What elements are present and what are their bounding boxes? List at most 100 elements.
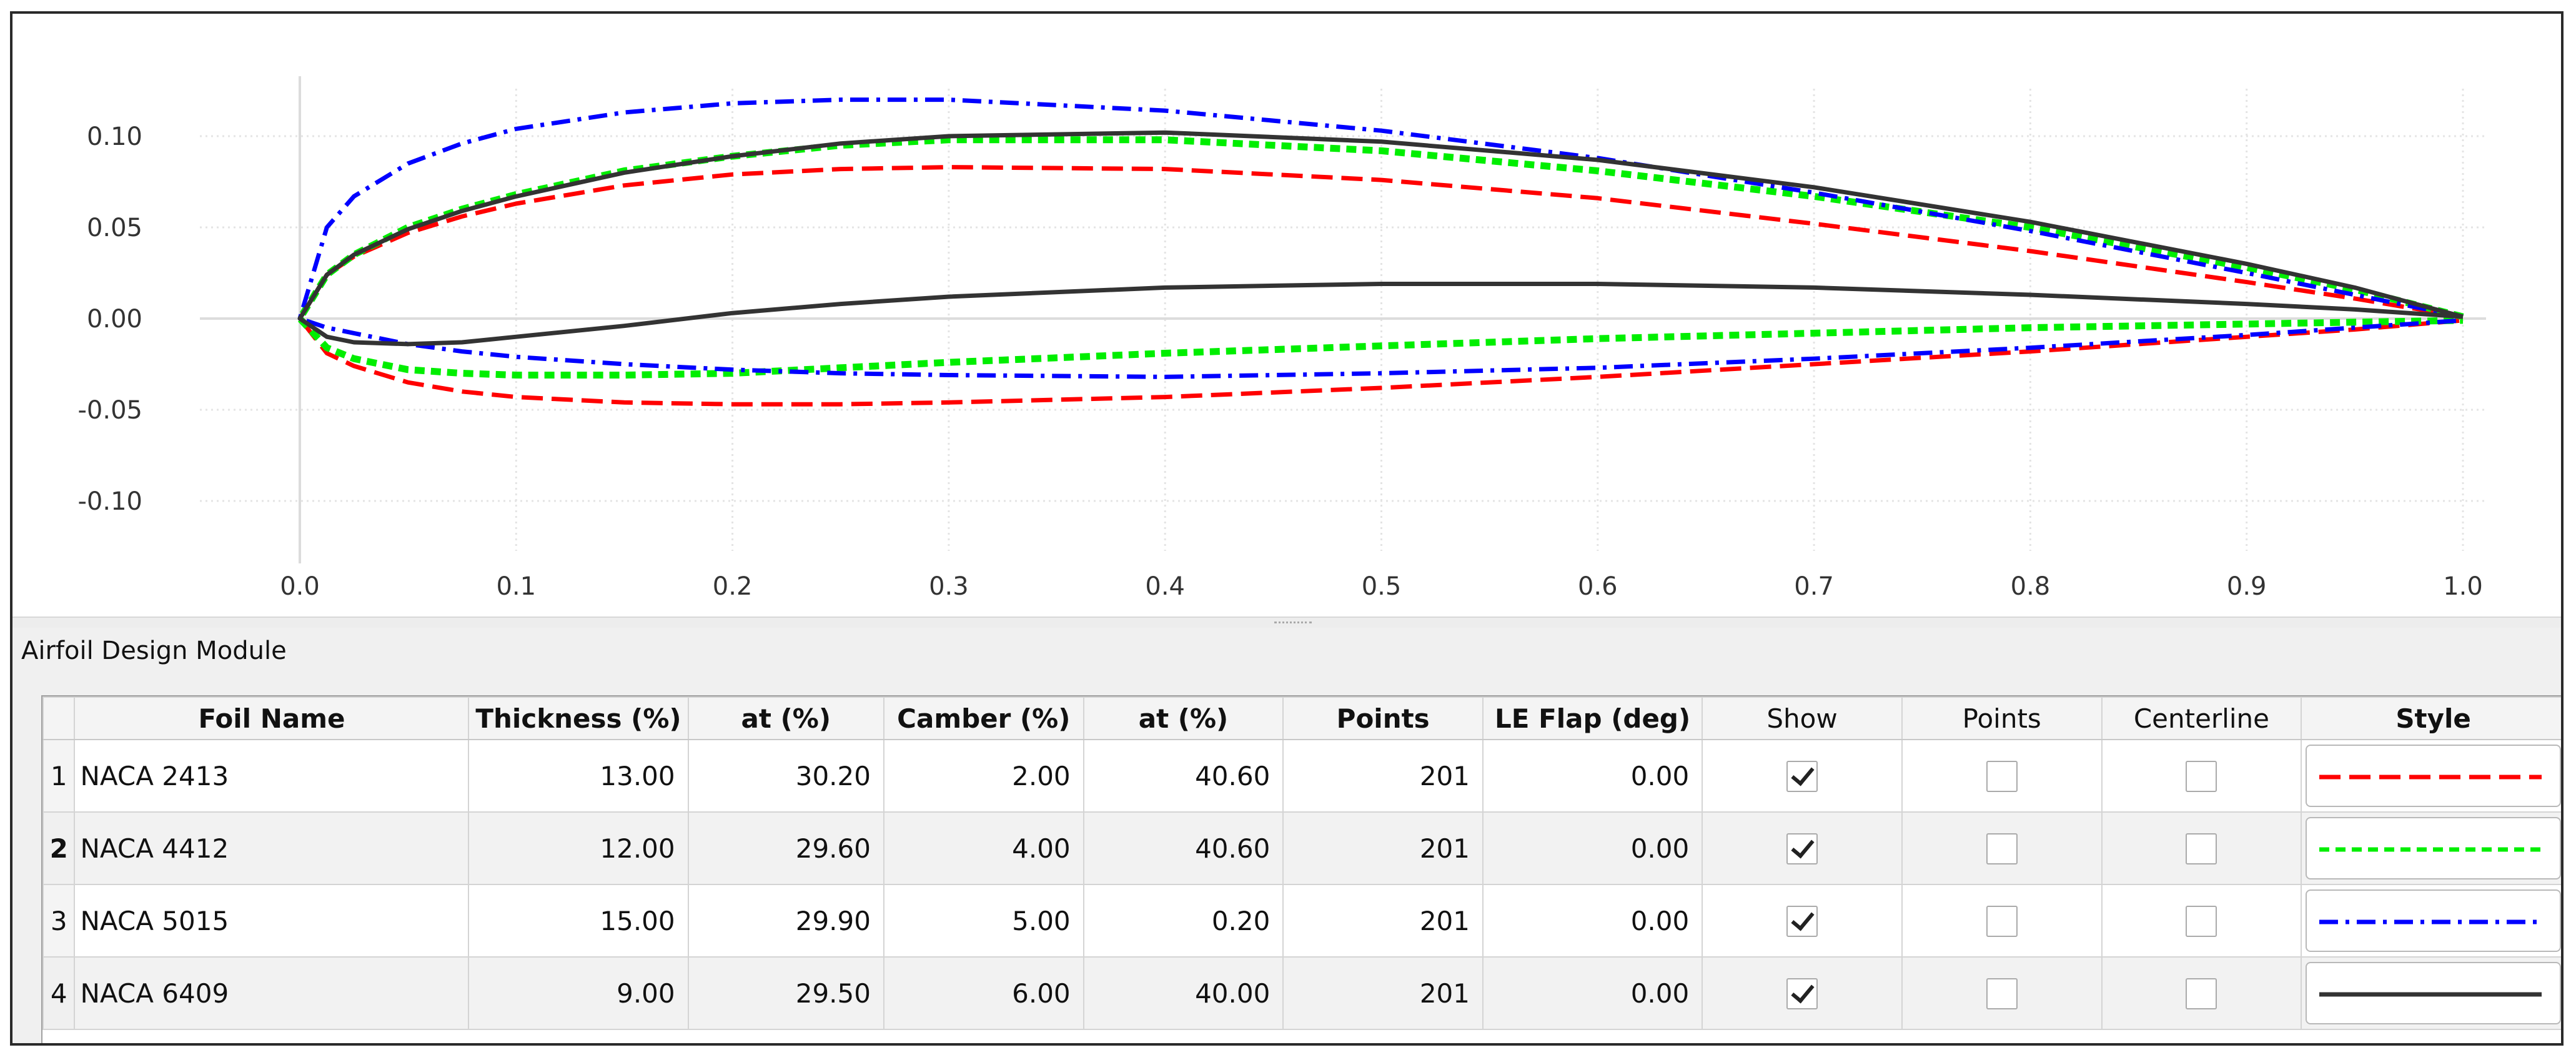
centerline-checkbox[interactable]	[2186, 761, 2217, 793]
cell-style	[2301, 884, 2561, 958]
centerline-checkbox[interactable]	[2186, 833, 2217, 865]
cell-thickness-at[interactable]: 30.20	[687, 739, 884, 813]
airfoil-plot-svg[interactable]: 0.0 0.1 0.2 0.3 0.4 0.5 0.6 0.7 0.8 0.9 1.0 0.10 0.0…	[12, 14, 2561, 617]
style-line-preview	[2319, 919, 2542, 924]
header-thickness-at[interactable]: at (%)	[687, 696, 884, 740]
style-button[interactable]	[2306, 889, 2561, 952]
cell-camber-at[interactable]: 40.60	[1082, 811, 1284, 885]
table-row[interactable]: 2 NACA 4412 12.00 29.60 4.00 40.60 201 0…	[42, 811, 2561, 885]
corner-header[interactable]	[42, 696, 76, 740]
header-thickness[interactable]: Thickness (%)	[468, 696, 689, 740]
points-checkbox[interactable]	[1986, 761, 2018, 793]
show-checkbox[interactable]	[1786, 761, 1818, 793]
cell-foil-name[interactable]: NACA 5015	[74, 884, 470, 958]
cell-show-points	[1901, 956, 2103, 1030]
header-points[interactable]: Points	[1282, 696, 1484, 740]
cell-thickness[interactable]: 9.00	[468, 956, 689, 1030]
row-index[interactable]: 3	[42, 884, 76, 958]
style-line-preview	[2319, 847, 2542, 852]
centerline-checkbox[interactable]	[2186, 978, 2217, 1010]
header-camber-at[interactable]: at (%)	[1082, 696, 1284, 740]
airfoil-design-module: Airfoil Design Module Foil Name Thicknes…	[12, 628, 2561, 1043]
header-show-points[interactable]: Points	[1901, 696, 2103, 740]
cell-thickness-at[interactable]: 29.90	[687, 884, 884, 958]
cell-le-flap[interactable]: 0.00	[1482, 884, 1703, 958]
airfoil-series-naca-5015	[297, 97, 2464, 379]
y-tick-label: 0.10	[87, 122, 142, 151]
x-tick-label: 0.5	[1362, 572, 1402, 601]
header-camber[interactable]: Camber (%)	[883, 696, 1084, 740]
x-tick-label: 0.3	[929, 572, 969, 601]
cell-thickness[interactable]: 15.00	[468, 884, 689, 958]
style-button[interactable]	[2306, 817, 2561, 879]
airfoil-series-naca-2413	[297, 165, 2464, 407]
cell-show	[1702, 811, 1903, 885]
cell-style	[2301, 739, 2561, 813]
points-checkbox[interactable]	[1986, 906, 2018, 938]
header-centerline[interactable]: Centerline	[2101, 696, 2302, 740]
show-checkbox[interactable]	[1786, 978, 1818, 1010]
row-index[interactable]: 4	[42, 956, 76, 1030]
cell-centerline	[2101, 739, 2302, 813]
style-button[interactable]	[2306, 962, 2561, 1024]
cell-show	[1702, 739, 1903, 813]
x-tick-label: 0.6	[1578, 572, 1618, 601]
centerline-checkbox[interactable]	[2186, 906, 2217, 938]
app-frame: 0.0 0.1 0.2 0.3 0.4 0.5 0.6 0.7 0.8 0.9 1.0 0.10 0.0…	[10, 11, 2564, 1046]
y-tick-label: -0.10	[78, 487, 143, 516]
splitter-grip[interactable]	[1274, 622, 1312, 624]
airfoil-series-naca-4412	[296, 136, 2464, 379]
cell-show-points	[1901, 739, 2103, 813]
x-tick-label: 0.1	[496, 572, 536, 601]
cell-camber[interactable]: 5.00	[883, 884, 1084, 958]
points-checkbox[interactable]	[1986, 978, 2018, 1010]
cell-thickness[interactable]: 13.00	[468, 739, 689, 813]
cell-foil-name[interactable]: NACA 6409	[74, 956, 470, 1030]
header-style[interactable]: Style	[2301, 696, 2561, 740]
cell-camber-at[interactable]: 40.60	[1082, 739, 1284, 813]
module-title: Airfoil Design Module	[21, 636, 287, 665]
cell-camber[interactable]: 6.00	[883, 956, 1084, 1030]
cell-points[interactable]: 201	[1282, 739, 1484, 813]
panel-splitter[interactable]	[12, 617, 2561, 628]
header-le-flap[interactable]: LE Flap (deg)	[1482, 696, 1703, 740]
header-show[interactable]: Show	[1702, 696, 1903, 740]
y-tick-label: 0.05	[87, 214, 142, 242]
cell-centerline	[2101, 884, 2302, 958]
table-row[interactable]: 4 NACA 6409 9.00 29.50 6.00 40.00 201 0.…	[42, 956, 2561, 1030]
cell-camber-at[interactable]: 40.00	[1082, 956, 1284, 1030]
show-checkbox[interactable]	[1786, 833, 1818, 865]
cell-show-points	[1901, 884, 2103, 958]
table-header-row: Foil Name Thickness (%) at (%) Camber (%…	[42, 696, 2561, 740]
cell-foil-name[interactable]: NACA 2413	[74, 739, 470, 813]
table-row[interactable]: 1 NACA 2413 13.00 30.20 2.00 40.60 201 0…	[42, 739, 2561, 813]
cell-le-flap[interactable]: 0.00	[1482, 956, 1703, 1030]
cell-camber[interactable]: 4.00	[883, 811, 1084, 885]
x-tick-label: 0.7	[1794, 572, 1834, 601]
cell-points[interactable]: 201	[1282, 956, 1484, 1030]
cell-points[interactable]: 201	[1282, 811, 1484, 885]
style-line-preview	[2319, 992, 2542, 997]
table-row[interactable]: 3 NACA 5015 15.00 29.90 5.00 0.20 201 0.…	[42, 884, 2561, 958]
foil-table-wrap: Foil Name Thickness (%) at (%) Camber (%…	[41, 695, 2561, 1043]
cell-foil-name[interactable]: NACA 4412	[74, 811, 470, 885]
cell-camber[interactable]: 2.00	[883, 739, 1084, 813]
cell-show	[1702, 884, 1903, 958]
x-tick-label: 0.4	[1145, 572, 1185, 601]
style-button[interactable]	[2306, 745, 2561, 807]
cell-thickness-at[interactable]: 29.50	[687, 956, 884, 1030]
x-tick-label: 0.8	[2011, 572, 2051, 601]
cell-points[interactable]: 201	[1282, 884, 1484, 958]
show-checkbox[interactable]	[1786, 906, 1818, 938]
cell-le-flap[interactable]: 0.00	[1482, 739, 1703, 813]
row-index[interactable]: 1	[42, 739, 76, 813]
cell-thickness[interactable]: 12.00	[468, 811, 689, 885]
cell-camber-at[interactable]: 0.20	[1082, 884, 1284, 958]
cell-le-flap[interactable]: 0.00	[1482, 811, 1703, 885]
points-checkbox[interactable]	[1986, 833, 2018, 865]
cell-centerline	[2101, 956, 2302, 1030]
row-index[interactable]: 2	[42, 811, 76, 885]
cell-thickness-at[interactable]: 29.60	[687, 811, 884, 885]
header-foil-name[interactable]: Foil Name	[74, 696, 470, 740]
airfoil-plot[interactable]: 0.0 0.1 0.2 0.3 0.4 0.5 0.6 0.7 0.8 0.9 1.0 0.10 0.0…	[12, 14, 2561, 617]
